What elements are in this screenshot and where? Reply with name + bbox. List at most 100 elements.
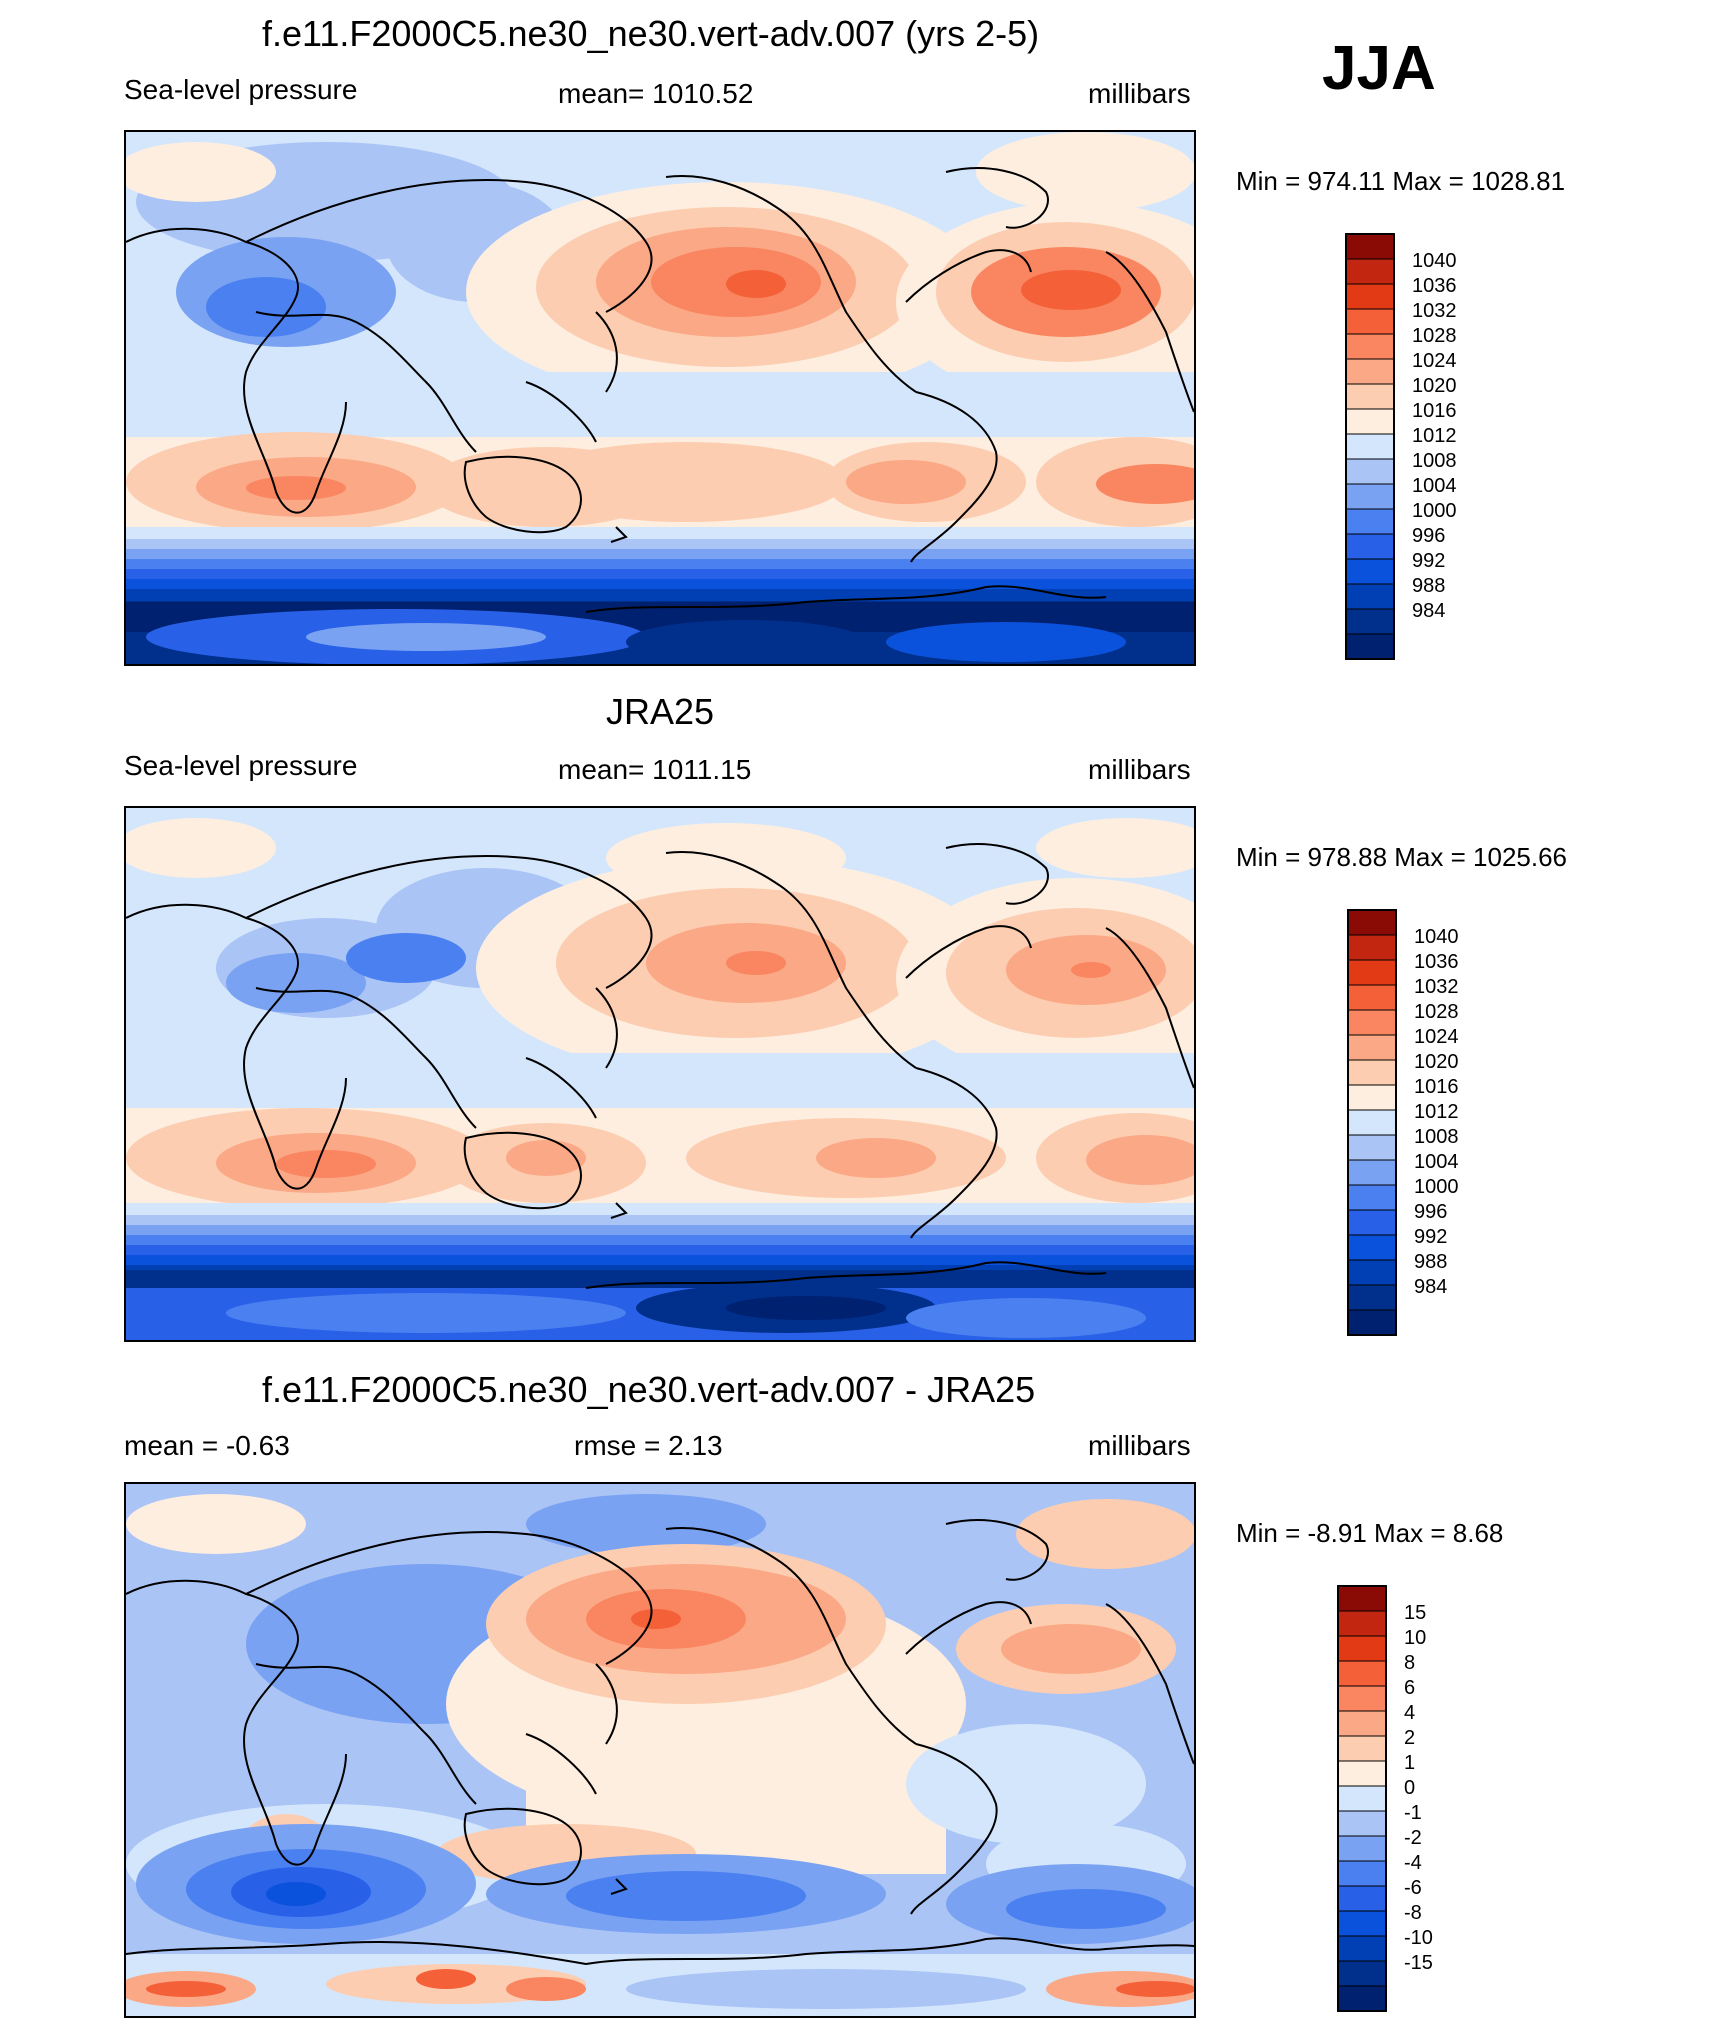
colorbar-box <box>1345 283 1395 310</box>
panel-3-minmax: Min = -8.91 Max = 8.68 <box>1236 1518 1504 1548</box>
panel-1-left-label: Sea-level pressure <box>124 74 358 105</box>
colorbar-tick-label: -1 <box>1404 1802 1422 1824</box>
colorbar-box <box>1347 1184 1397 1211</box>
panel-1-field <box>126 132 1194 664</box>
panel-1-colorbar: 1040 1036 1032 1028 1024 1020 1016 1012 1008 1004… <box>1345 233 1496 660</box>
panel-2-minmax: Min = 978.88 Max = 1025.66 <box>1236 842 1568 872</box>
panel-1-minmax: Min = 974.11 Max = 1028.81 <box>1236 166 1566 196</box>
panel-2-left-label: Sea-level pressure <box>124 750 358 781</box>
colorbar-box <box>1337 1610 1387 1637</box>
colorbar-box <box>1337 1810 1387 1837</box>
colorbar-tick-label: 988 <box>1414 1251 1447 1273</box>
panel-1-coastlines <box>126 167 1194 613</box>
colorbar-tick-label: 1000 <box>1414 1176 1459 1198</box>
colorbar-outline <box>1337 1585 1387 2012</box>
panel-2-units-label: millibars <box>1088 754 1191 785</box>
colorbar-tick-label: 1004 <box>1414 1151 1459 1173</box>
colorbar-box <box>1347 909 1397 936</box>
colorbar-tick-label: 8 <box>1404 1652 1415 1674</box>
panel-3-units-label: millibars <box>1088 1430 1191 1461</box>
colorbar-box <box>1337 1885 1387 1912</box>
colorbar-tick-label: 1016 <box>1412 400 1457 422</box>
colorbar-box <box>1345 608 1395 635</box>
colorbar-box <box>1337 1835 1387 1862</box>
colorbar-box <box>1337 1785 1387 1812</box>
colorbar-box <box>1345 558 1395 585</box>
colorbar-tick-label: 984 <box>1412 600 1445 622</box>
panel-2-colorbar-svg: 1040 1036 1032 1028 1024 1020 1016 1012 1008 1004… <box>1347 909 1459 1336</box>
colorbar-box <box>1337 1960 1387 1987</box>
colorbar-box <box>1347 1284 1397 1311</box>
colorbar-tick-label: 1032 <box>1412 300 1457 322</box>
colorbar-tick-label: 6 <box>1404 1677 1415 1699</box>
colorbar-box <box>1347 959 1397 986</box>
colorbar-tick-label: 1028 <box>1414 1001 1459 1023</box>
colorbar-box <box>1337 1585 1387 1612</box>
colorbar-box <box>1347 1209 1397 1236</box>
colorbar-box <box>1337 1635 1387 1662</box>
colorbar-tick-label: 1012 <box>1414 1101 1459 1123</box>
colorbar-tick-label: -4 <box>1404 1852 1422 1874</box>
colorbar-box <box>1345 408 1395 435</box>
panel-1-mean-label: mean= 1010.52 <box>558 78 754 109</box>
colorbar-box <box>1345 383 1395 410</box>
colorbar-box <box>1347 1234 1397 1261</box>
colorbar-tick-label: 1008 <box>1414 1126 1459 1148</box>
panel-3-mean-label: mean = -0.63 <box>124 1430 290 1461</box>
panel-1-units-label: millibars <box>1088 78 1191 109</box>
colorbar-tick-label: 1016 <box>1414 1076 1459 1098</box>
colorbar-box <box>1337 1985 1387 2012</box>
colorbar-box <box>1347 1109 1397 1136</box>
colorbar-tick-label: 1012 <box>1412 425 1457 447</box>
panel-2-field <box>126 808 1194 1340</box>
colorbar-box <box>1345 358 1395 385</box>
panel-3-colorbar: 15 10 8 6 4 2 1 0 -1 -2 -4 -6 -8 -10 -15 <box>1337 1585 1488 2012</box>
colorbar-box <box>1337 1860 1387 1887</box>
colorbar-tick-label: 1004 <box>1412 475 1457 497</box>
panel-3-map <box>124 1482 1196 2018</box>
panel-3-map-svg <box>126 1484 1194 2016</box>
colorbar-tick-label: 1028 <box>1412 325 1457 347</box>
colorbar-tick-label: 988 <box>1412 575 1445 597</box>
panel-1-map-svg <box>126 132 1194 664</box>
colorbar-box <box>1337 1660 1387 1687</box>
colorbar-box <box>1337 1710 1387 1737</box>
panel-3-title: f.e11.F2000C5.ne30_ne30.vert-adv.007 - J… <box>262 1369 1036 1410</box>
panel-1-map <box>124 130 1196 666</box>
colorbar-box <box>1347 1059 1397 1086</box>
panel-2-map <box>124 806 1196 1342</box>
colorbar-tick-label: 992 <box>1412 550 1445 572</box>
panel-3-rmse-label: rmse = 2.13 <box>574 1430 723 1461</box>
colorbar-box <box>1345 583 1395 610</box>
colorbar-tick-label: 1040 <box>1414 926 1459 948</box>
colorbar-box <box>1345 483 1395 510</box>
panel-1-colorbar-svg: 1040 1036 1032 1028 1024 1020 1016 1012 1008 1004… <box>1345 233 1457 660</box>
colorbar-box <box>1345 258 1395 285</box>
colorbar-box <box>1345 458 1395 485</box>
panel-2-map-svg <box>126 808 1194 1340</box>
colorbar-tick-label: 984 <box>1414 1276 1447 1298</box>
panel-3-coastlines <box>126 1519 1194 1966</box>
colorbar-box <box>1345 633 1395 660</box>
season-label: JJA <box>1322 34 1436 103</box>
colorbar-box <box>1347 1084 1397 1111</box>
colorbar-tick-label: 2 <box>1404 1727 1415 1749</box>
panel-1-title: f.e11.F2000C5.ne30_ne30.vert-adv.007 (yr… <box>262 13 1040 54</box>
colorbar-tick-label: 1032 <box>1414 976 1459 998</box>
colorbar-tick-label: 1020 <box>1414 1051 1459 1073</box>
colorbar-box <box>1337 1935 1387 1962</box>
colorbar-box <box>1347 1009 1397 1036</box>
colorbar-box <box>1345 308 1395 335</box>
colorbar-box <box>1347 1134 1397 1161</box>
colorbar-box <box>1347 1034 1397 1061</box>
colorbar-tick-label: 4 <box>1404 1702 1415 1724</box>
colorbar-tick-label: 1024 <box>1414 1026 1459 1048</box>
colorbar-box <box>1345 533 1395 560</box>
colorbar-tick-label: 1 <box>1404 1752 1415 1774</box>
colorbar-box <box>1345 333 1395 360</box>
colorbar-box <box>1337 1735 1387 1762</box>
colorbar-tick-label: 1024 <box>1412 350 1457 372</box>
colorbar-box <box>1347 934 1397 961</box>
colorbar-box <box>1347 1309 1397 1336</box>
colorbar-tick-label: 1036 <box>1414 951 1459 973</box>
